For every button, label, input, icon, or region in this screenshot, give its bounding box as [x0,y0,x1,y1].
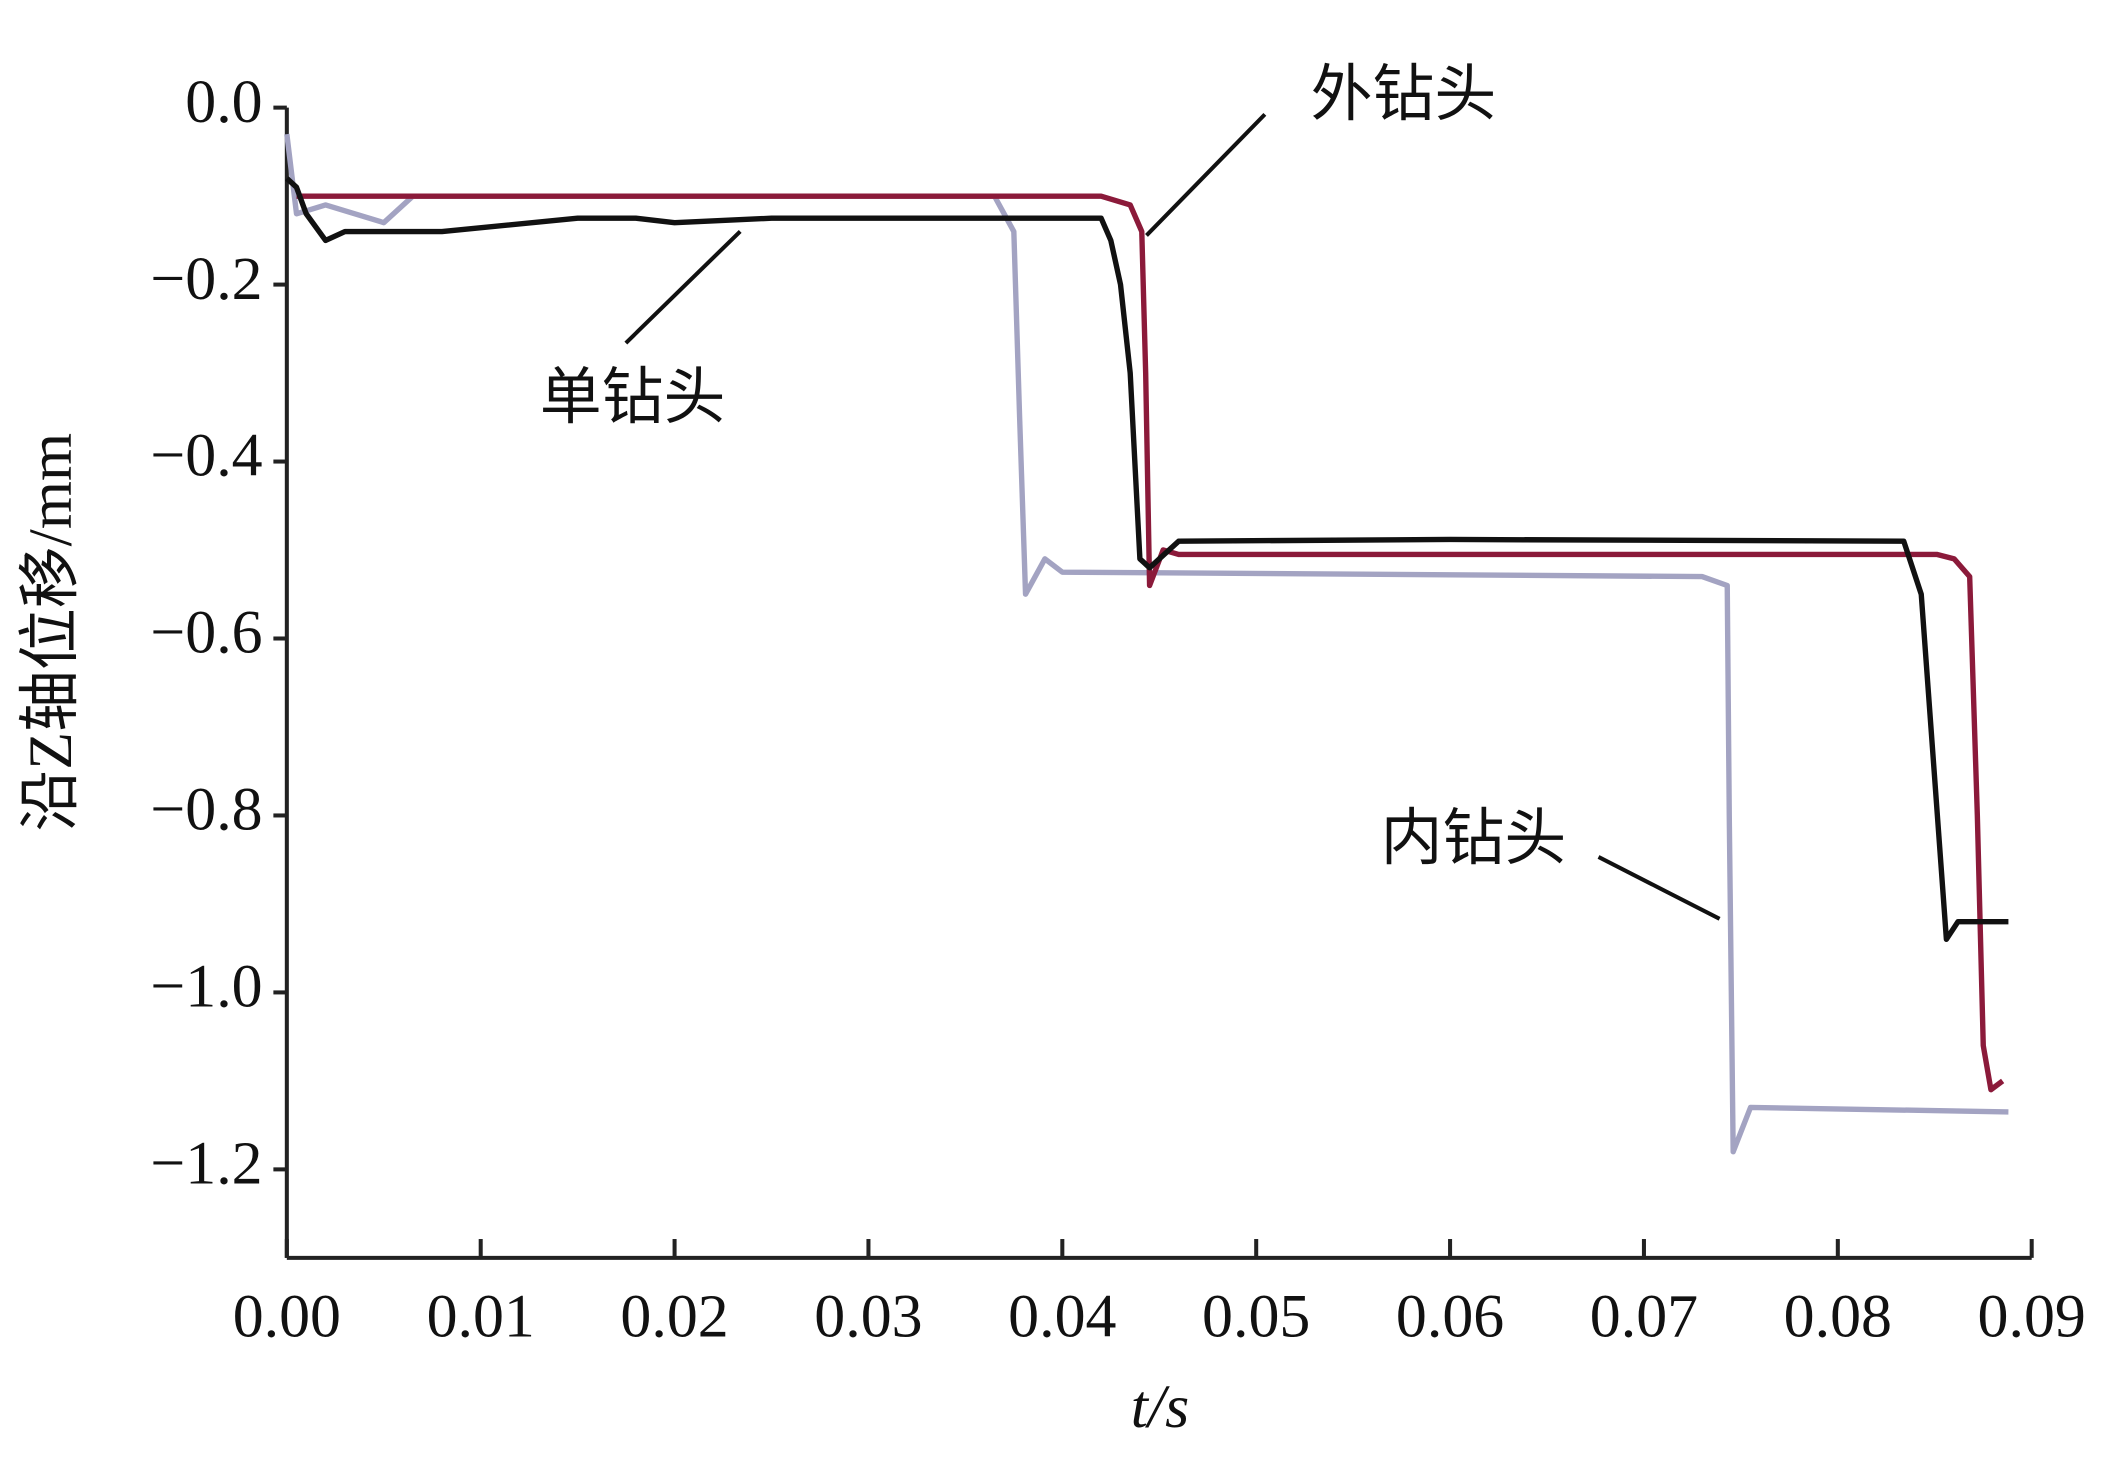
y-tick-label: −0.2 [150,245,262,313]
y-tick-label: −1.2 [150,1130,262,1198]
series-line [285,176,2009,942]
series-line [284,133,2009,1155]
series-line [296,193,2005,1093]
series-label: 内钻头 [1381,805,1567,873]
y-tick-label: −0.4 [150,422,262,490]
y-axis-label: 沿Z轴位移/mm [17,433,85,832]
series-label: 单钻头 [540,364,726,432]
x-tick-label: 0.08 [1784,1283,1892,1351]
x-tick-label: 0.05 [1202,1283,1310,1351]
y-tick-label: −0.8 [150,776,262,844]
x-axis-label: t/s [1131,1373,1189,1441]
y-tick-label: 0.0 [185,68,262,136]
x-tick-label: 0.06 [1396,1283,1504,1351]
series-label: 外钻头 [1311,61,1497,129]
leader-line [624,229,742,345]
leader-line [1145,112,1267,237]
x-tick-label: 0.03 [814,1283,922,1351]
x-tick-label: 0.04 [1008,1283,1116,1351]
annotation-leaders [624,112,1721,921]
leader-line [1597,855,1721,921]
x-tick-label: 0.01 [427,1283,535,1351]
x-tick-label: 0.09 [1978,1283,2086,1351]
y-tick-label: −0.6 [150,599,262,667]
y-tick-label: −1.0 [150,953,262,1021]
x-tick-label: 0.07 [1590,1283,1698,1351]
x-tick-label: 0.00 [233,1283,341,1351]
x-tick-label: 0.02 [620,1283,728,1351]
